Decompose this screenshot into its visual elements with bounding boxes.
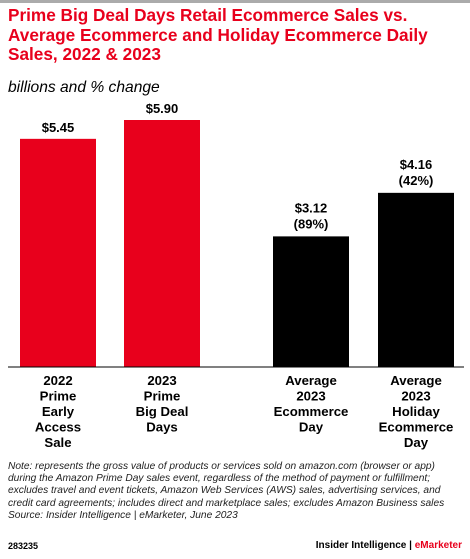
category-label-0-0: 2022 <box>43 373 72 388</box>
category-label-1-1: Prime <box>144 389 181 404</box>
category-label-1-2: Big Deal <box>136 404 189 419</box>
data-label-1: $5.90 <box>146 101 179 116</box>
category-label-0-4: Sale <box>44 435 71 450</box>
change-label-2: (89%) <box>294 216 329 231</box>
chart-notes: Note: represents the gross value of prod… <box>8 461 464 522</box>
chart-area: $5.45 2022 Prime Early Access Sale $5.90 2023 Pr… <box>8 101 464 450</box>
category-label-3-2: Holiday <box>392 404 440 419</box>
chart-title: Prime Big Deal Days Retail Ecommerce Sal… <box>8 5 428 64</box>
category-label-0-1: Prime <box>40 389 77 404</box>
brand-emarketer: eMarketer <box>414 540 462 551</box>
category-label-3-3: Ecommerce <box>379 420 454 435</box>
category-label-2-3: Day <box>299 420 324 435</box>
category-label-3-4: Day <box>404 435 429 450</box>
category-label-2-2: Ecommerce <box>274 404 349 419</box>
category-label-1-0: 2023 <box>147 373 176 388</box>
chart-subtitle: billions and % change <box>8 79 160 96</box>
top-rule <box>0 0 470 3</box>
chart-id: 283235 <box>8 541 39 551</box>
brand-credit: Insider Intelligence | eMarketer <box>316 540 462 551</box>
note-text: Note: represents the gross value of prod… <box>8 461 445 509</box>
category-label-0-2: Early <box>42 404 75 419</box>
category-label-3-0: Average <box>390 373 442 388</box>
category-label-0-3: Access <box>35 420 81 435</box>
category-label-3-1: 2023 <box>401 389 430 404</box>
category-label-2-1: 2023 <box>296 389 325 404</box>
bar-2 <box>273 236 349 367</box>
data-label-0: $5.45 <box>42 120 75 135</box>
bar-1 <box>124 120 200 367</box>
category-label-2-0: Average <box>285 373 337 388</box>
brand-insider-intelligence: Insider Intelligence <box>315 540 407 551</box>
brand-separator: | <box>406 540 415 551</box>
category-label-1-3: Days <box>146 420 178 435</box>
bar-3 <box>378 192 454 367</box>
data-label-2: $3.12 <box>295 200 328 215</box>
bar-chart: $5.452022PrimeEarlyAccessSale$5.902023Pr… <box>8 101 464 450</box>
data-label-3: $4.16 <box>400 157 433 172</box>
source-text: Source: Insider Intelligence | eMarketer… <box>8 509 238 521</box>
change-label-3: (42%) <box>399 173 434 188</box>
bar-0 <box>20 138 96 367</box>
